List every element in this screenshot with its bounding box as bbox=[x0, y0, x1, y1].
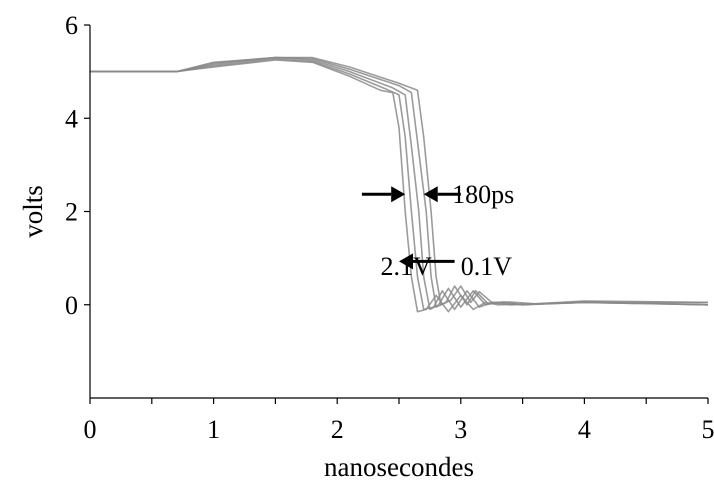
x-tick-label: 4 bbox=[578, 415, 591, 444]
series-line-1 bbox=[90, 59, 709, 313]
plot-area bbox=[90, 25, 708, 398]
x-tick-label: 5 bbox=[702, 415, 714, 444]
arrow bbox=[399, 253, 455, 270]
annotations: 180ps 2.1V 0.1V bbox=[361, 180, 514, 281]
x-axis-title: nanosecondes bbox=[324, 452, 474, 482]
annotation-label: 0.1V bbox=[461, 252, 513, 281]
x-tick-label: 2 bbox=[331, 415, 344, 444]
series-line-5 bbox=[90, 56, 709, 306]
annotation-label: 2.1V bbox=[380, 252, 432, 281]
x-tick-label: 0 bbox=[84, 415, 97, 444]
y-tick-label: 0 bbox=[65, 291, 78, 320]
arrow bbox=[423, 186, 461, 203]
series-layer bbox=[90, 56, 709, 313]
plot-background bbox=[90, 25, 708, 398]
y-tick-label: 6 bbox=[65, 11, 78, 40]
ticks: 0 2 4 6 0 1 2 3 4 5 bbox=[65, 11, 714, 444]
y-tick-label: 4 bbox=[65, 104, 78, 133]
arrow bbox=[361, 186, 406, 203]
y-axis-title: volts bbox=[18, 185, 48, 238]
x-tick-label: 1 bbox=[207, 415, 220, 444]
annotation-label: 180ps bbox=[452, 180, 514, 209]
x-tick-label: 3 bbox=[454, 415, 467, 444]
y-tick-label: 2 bbox=[65, 198, 78, 227]
